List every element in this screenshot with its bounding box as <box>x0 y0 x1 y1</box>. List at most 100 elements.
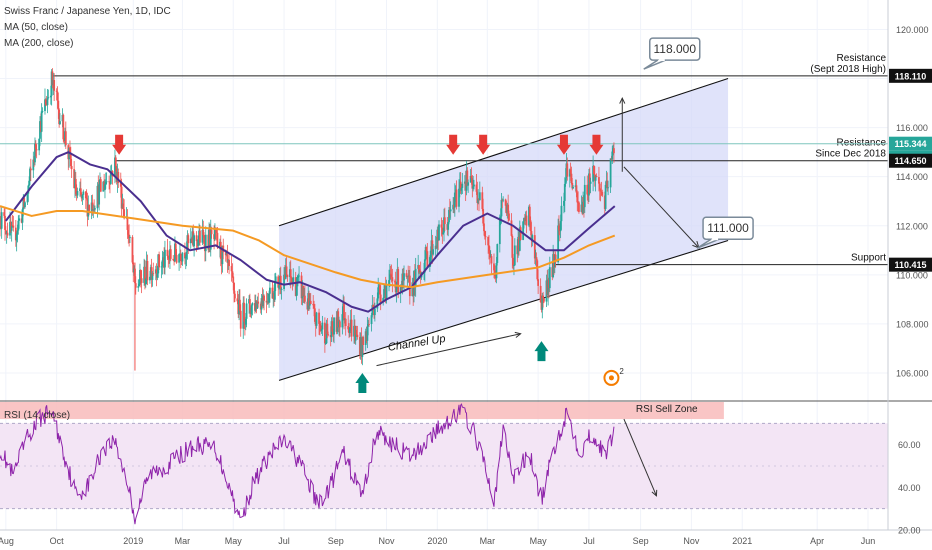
candle-body <box>244 318 247 325</box>
candle-body <box>55 90 58 92</box>
candle-body <box>233 282 235 294</box>
candle-body <box>224 252 227 256</box>
candle-body <box>239 299 241 311</box>
candle-body <box>105 181 108 183</box>
candle-body <box>576 192 579 203</box>
candle-body <box>459 181 462 191</box>
channel-upper-line <box>278 78 729 227</box>
candle-body <box>566 163 569 177</box>
candle-body <box>271 287 274 299</box>
candle-body <box>344 318 347 327</box>
candle-body <box>324 343 327 345</box>
candle-body <box>431 240 434 255</box>
candle-body <box>56 91 59 101</box>
candle-body <box>161 260 164 267</box>
candle-body <box>548 267 551 289</box>
level-note: (Sept 2018 High) <box>810 64 886 75</box>
candle-body <box>522 221 525 240</box>
candle-body <box>204 234 207 252</box>
candle-body <box>298 275 300 277</box>
indicator-badge-dot <box>608 375 614 381</box>
candle-body <box>286 274 289 278</box>
candle-body <box>38 138 41 151</box>
rsi-tick-label: 20.00 <box>898 526 921 536</box>
candle-body <box>139 269 142 279</box>
target-callout-label: 118.000 <box>654 42 697 56</box>
candle-body <box>230 266 233 272</box>
time-tick-label: 2021 <box>732 536 752 546</box>
candle-body <box>24 202 26 208</box>
candle-body <box>140 278 143 283</box>
level-note: Support <box>851 253 886 264</box>
candle-body <box>379 294 382 303</box>
candle-body <box>350 319 353 337</box>
time-tick-label: Mar <box>175 536 191 546</box>
candle-body <box>138 283 141 287</box>
candle-body <box>29 168 32 171</box>
level-118-badge <box>889 68 932 83</box>
candle-body <box>104 181 107 185</box>
candle-body <box>99 179 102 192</box>
candle-body <box>88 204 91 211</box>
candle-body <box>79 188 82 195</box>
candle-body <box>114 157 116 177</box>
candle-body <box>533 235 536 259</box>
candle-body <box>249 299 251 311</box>
price-tick-label: 114.000 <box>896 172 928 182</box>
candle-body <box>388 280 390 286</box>
candle-body <box>376 298 379 309</box>
candle-body <box>476 191 479 203</box>
ma50-line <box>5 151 616 313</box>
candle-body <box>216 232 219 248</box>
candle-body <box>321 322 324 330</box>
candle-body <box>382 298 385 303</box>
rsi-down-arrow-head <box>651 489 658 497</box>
rsi-tick-label: 40.00 <box>898 483 921 493</box>
candle-body <box>588 173 591 184</box>
candle-body <box>10 225 13 231</box>
rsi-legend: RSI (14, close) <box>4 410 71 421</box>
candle-body <box>513 265 515 267</box>
candle-body <box>589 181 592 184</box>
candle-body <box>219 241 222 259</box>
candle-body <box>4 229 7 235</box>
time-tick-label: Apr <box>810 536 824 546</box>
candle-body <box>425 247 428 252</box>
candle-body <box>41 110 44 112</box>
candle-body <box>279 275 282 290</box>
candle-body <box>231 271 234 277</box>
candle-body <box>16 230 19 235</box>
candle-body <box>327 334 330 336</box>
time-tick-label: Sep <box>633 536 649 546</box>
time-tick-label: May <box>530 536 548 546</box>
candle-body <box>341 314 344 328</box>
candle-body <box>319 325 322 331</box>
candle-body <box>134 283 137 288</box>
candle-body <box>313 305 315 309</box>
candle-body <box>151 273 154 280</box>
red-down-arrow-icon <box>112 134 127 155</box>
candle-body <box>257 301 260 304</box>
candle-body <box>487 236 490 246</box>
candle-body <box>73 169 76 189</box>
candle-body <box>228 259 230 267</box>
candle-body <box>82 191 85 195</box>
candle-body <box>500 199 503 217</box>
candle-body <box>309 300 312 305</box>
candle-body <box>285 266 288 275</box>
candle-body <box>442 232 445 235</box>
time-tick-label: May <box>225 536 243 546</box>
candle-body <box>203 235 205 245</box>
candle-body <box>166 249 169 257</box>
candle-body <box>51 71 54 86</box>
candle-body <box>197 239 200 246</box>
candle-body <box>554 254 557 263</box>
candle-body <box>426 251 429 267</box>
candle-body <box>403 273 405 281</box>
red-down-arrow-icon <box>476 134 491 155</box>
candle-body <box>563 200 565 206</box>
candle-body <box>609 158 612 188</box>
candle-body <box>488 251 491 258</box>
price-tick-label: 108.000 <box>896 319 929 329</box>
candle-body <box>558 225 560 231</box>
